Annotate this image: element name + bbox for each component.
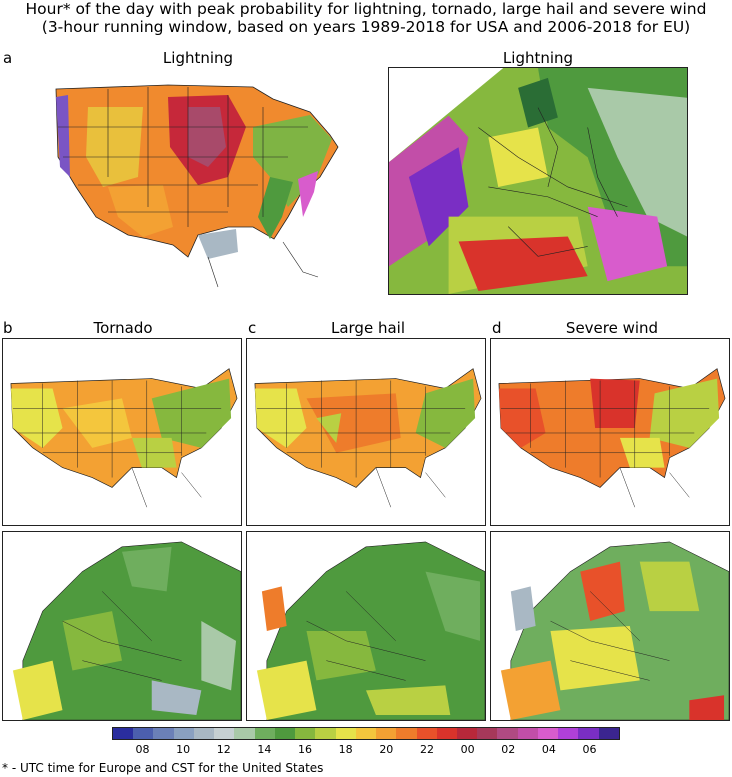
colorbar-tick-label: 10: [176, 743, 191, 756]
colorbar-segment: [254, 728, 275, 739]
footnote: * - UTC time for Europe and CST for the …: [2, 761, 324, 775]
colorbar-segment: [456, 728, 478, 739]
panel-a-eu-title: Lightning: [502, 49, 574, 67]
colorbar-segment: [497, 728, 518, 739]
panel-c-title: Large hail: [330, 319, 405, 337]
panel-a-letter: a: [3, 49, 13, 67]
colorbar-segment: [477, 728, 498, 739]
panel-d-letter: d: [492, 319, 502, 337]
panel-d-title: Severe wind: [565, 319, 659, 337]
colorbar-tick-label: 04: [541, 743, 556, 756]
colorbar-tick-label: 20: [379, 743, 394, 756]
figure-title-line1: Hour* of the day with peak probability f…: [25, 0, 707, 18]
colorbar-segment: [193, 728, 215, 739]
colorbar-segment: [598, 728, 619, 739]
panel-c-letter: c: [248, 319, 257, 337]
colorbar-segment: [274, 728, 296, 739]
hail-us-map: [246, 338, 486, 526]
colorbar-segment: [436, 728, 457, 739]
colorbar-segment: [234, 728, 255, 739]
colorbar-tick-label: 14: [257, 743, 272, 756]
colorbar-segment: [315, 728, 336, 739]
panel-b-letter: b: [3, 319, 13, 337]
colorbar-segment: [416, 728, 437, 739]
hour-colorbar: [112, 727, 620, 740]
colorbar-segment: [376, 728, 397, 739]
figure-title: Hour* of the day with peak probability f…: [0, 0, 732, 36]
colorbar-segment: [173, 728, 194, 739]
colorbar-tick-label: 02: [501, 743, 516, 756]
colorbar-tick-label: 18: [338, 743, 353, 756]
colorbar-segment: [295, 728, 316, 739]
colorbar-segment: [537, 728, 559, 739]
panel-b-title: Tornado: [93, 319, 153, 337]
panel-a-us-title: Lightning: [162, 49, 234, 67]
colorbar-segment: [517, 728, 538, 739]
tornado-eu-map: [2, 531, 242, 721]
colorbar-tick-label: 06: [582, 743, 597, 756]
lightning-eu-map: [388, 67, 688, 295]
wind-eu-map: [490, 531, 730, 721]
colorbar-segment: [214, 728, 235, 739]
colorbar-tick-label: 22: [419, 743, 434, 756]
colorbar-segment: [355, 728, 377, 739]
colorbar-segment: [133, 728, 154, 739]
colorbar-segment: [335, 728, 356, 739]
colorbar-segment: [396, 728, 417, 739]
hail-eu-map: [246, 531, 486, 721]
figure-title-line2: (3-hour running window, based on years 1…: [41, 18, 691, 36]
colorbar-segment: [113, 728, 134, 739]
colorbar-segment: [558, 728, 579, 739]
colorbar-segment: [578, 728, 599, 739]
lightning-us-map: [48, 67, 348, 292]
colorbar-tick-label: 08: [135, 743, 150, 756]
colorbar-segment: [153, 728, 174, 739]
colorbar-tick-label: 12: [216, 743, 231, 756]
colorbar-tick-label: 00: [460, 743, 475, 756]
colorbar-tick-label: 16: [298, 743, 313, 756]
tornado-us-map: [2, 338, 242, 526]
hour-colorbar-ticks: 08 10 12 14 16 18 20 22 00 02 04 06: [112, 743, 620, 757]
wind-us-map: [490, 338, 730, 526]
